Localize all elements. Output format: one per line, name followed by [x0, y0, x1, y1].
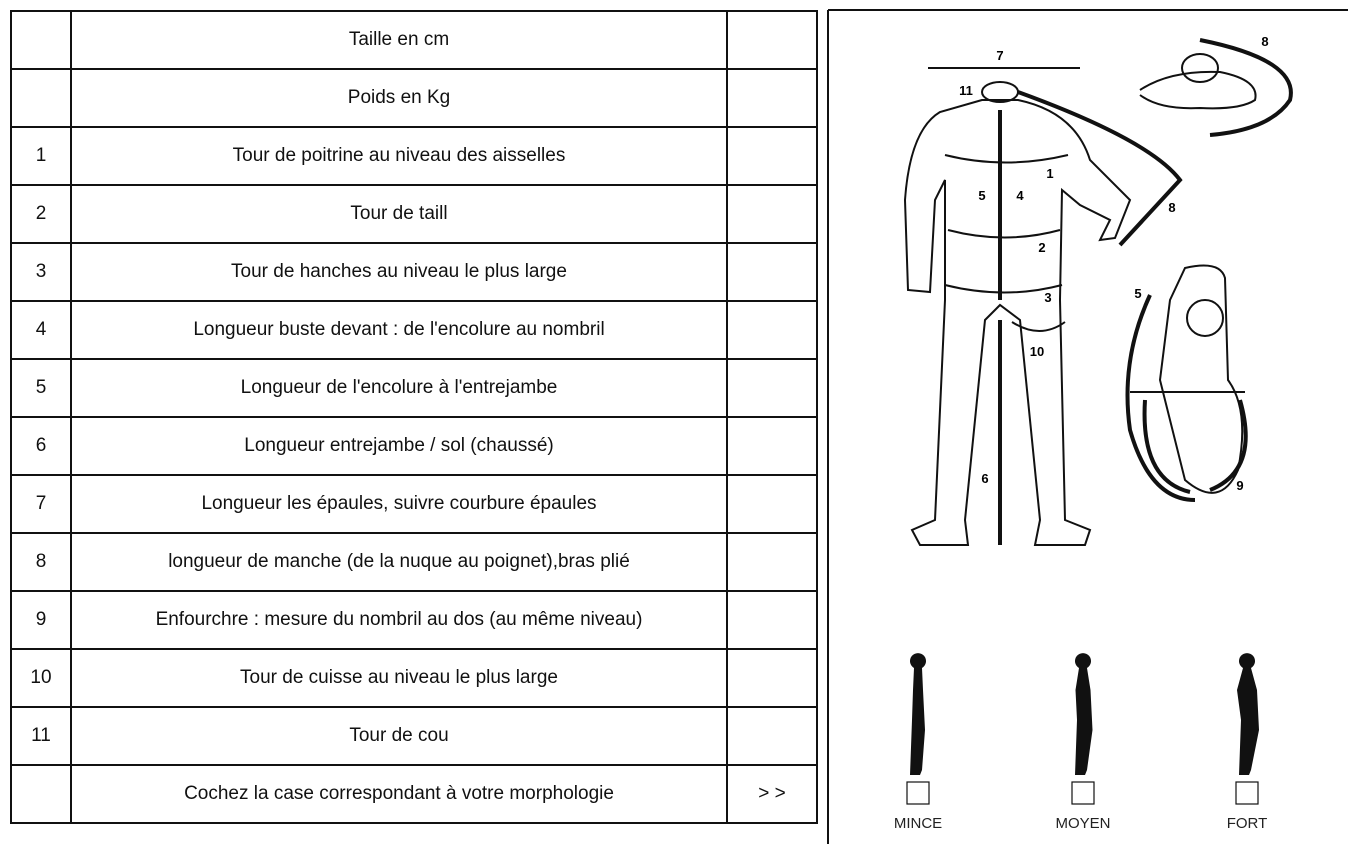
table-cell: 11 — [10, 706, 72, 766]
table-cell: 4 — [10, 300, 72, 360]
table-row: 6 Longueur entrejambe / sol (chaussé) — [10, 416, 818, 476]
morphology-label: MOYEN — [1055, 815, 1110, 832]
diagram-marker: 8 — [1261, 34, 1268, 49]
diagram-marker: 7 — [996, 48, 1003, 63]
measure-table: Taille en cm Poids en Kg 1 Tour de poitrine… — [10, 10, 818, 824]
table-cell: 2 — [10, 184, 72, 244]
table-cell: 8 — [10, 532, 72, 592]
table-cell: Longueur les épaules, suivre courbure ép… — [70, 474, 728, 534]
checkbox — [1071, 781, 1095, 805]
diagram-marker: 5 — [978, 188, 985, 203]
jumpsuit — [903, 53, 1257, 546]
table-row: 7 Longueur les épaules, suivre courbure é… — [10, 474, 818, 534]
morphology-label: MINCE — [894, 815, 942, 832]
table-cell — [10, 764, 72, 824]
diagram-marker: 3 — [1044, 290, 1051, 305]
table-cell — [726, 532, 818, 592]
table-row: 2 Tour de taill — [10, 184, 818, 244]
diagram-marker: 4 — [1016, 188, 1024, 203]
table-cell — [726, 358, 818, 418]
table-cell: 6 — [10, 416, 72, 476]
table-cell: Tour de cuisse au niveau le plus large — [70, 648, 728, 708]
table-cell — [10, 10, 72, 70]
diagram-marker: 11 — [959, 83, 973, 98]
silhouette — [1074, 653, 1093, 775]
table-row: 1 Tour de poitrine au niveau des aisselle… — [10, 126, 818, 186]
table-cell — [726, 648, 818, 708]
table-cell — [10, 68, 72, 128]
table-cell: Longueur entrejambe / sol (chaussé) — [70, 416, 728, 476]
table-cell: 10 — [10, 648, 72, 708]
diagram-marker: 9 — [1236, 478, 1243, 493]
table-cell: > > — [726, 764, 818, 824]
table-cell: Cochez la case correspondant à votre mor… — [70, 764, 728, 824]
table-cell — [726, 706, 818, 766]
table-cell: Poids en Kg — [70, 68, 728, 128]
table-row: 9 Enfourchre : mesure du nombril au dos (… — [10, 590, 818, 650]
table-row: Poids en Kg — [10, 68, 818, 128]
table-cell — [726, 10, 818, 70]
table-cell — [726, 416, 818, 476]
table-row: 5 Longueur de l'encolure à l'entrejambe — [10, 358, 818, 418]
table-row: 3 Tour de hanches au niveau le plus large — [10, 242, 818, 302]
table-cell: 9 — [10, 590, 72, 650]
morphology-label: FORT — [1227, 815, 1268, 832]
diagram-marker: 6 — [981, 471, 988, 486]
table-cell: Longueur de l'encolure à l'entrejambe — [70, 358, 728, 418]
table-cell — [726, 590, 818, 650]
checkbox — [1235, 781, 1259, 805]
diagram-marker: 1 — [1046, 166, 1053, 181]
table-cell: 5 — [10, 358, 72, 418]
checkbox — [906, 781, 930, 805]
table-cell: Tour de taill — [70, 184, 728, 244]
table-cell: 3 — [10, 242, 72, 302]
diagram-marker: 2 — [1038, 240, 1045, 255]
table-cell: Tour de poitrine au niveau des aisselles — [70, 126, 728, 186]
table-row: 11 Tour de cou — [10, 706, 818, 766]
table-row: Taille en cm — [10, 10, 818, 70]
table-cell: Tour de hanches au niveau le plus large — [70, 242, 728, 302]
diagram-marker: 5 — [1134, 286, 1141, 301]
diagram-marker: 10 — [1030, 344, 1044, 359]
table-cell: longueur de manche (de la nuque au poign… — [70, 532, 728, 592]
table-cell — [726, 300, 818, 360]
silhouette — [1237, 653, 1259, 775]
table-cell — [726, 126, 818, 186]
table-row: 4 Longueur buste devant : de l'encolure a… — [10, 300, 818, 360]
table-cell: 1 — [10, 126, 72, 186]
table-cell: Tour de cou — [70, 706, 728, 766]
table-cell — [726, 184, 818, 244]
table-cell: Longueur buste devant : de l'encolure au… — [70, 300, 728, 360]
table-row: 10 Tour de cuisse au niveau le plus large — [10, 648, 818, 708]
silhouette — [909, 653, 926, 775]
table-cell: Enfourchre : mesure du nombril au dos (a… — [70, 590, 728, 650]
table-cell: 7 — [10, 474, 72, 534]
table-row: Cochez la case correspondant à votre mor… — [10, 764, 818, 824]
table-cell: Taille en cm — [70, 10, 728, 70]
table-cell — [726, 474, 818, 534]
table-cell — [726, 68, 818, 128]
table-cell — [726, 242, 818, 302]
diagram-marker: 8 — [1168, 200, 1175, 215]
table-row: 8 longueur de manche (de la nuque au poig… — [10, 532, 818, 592]
